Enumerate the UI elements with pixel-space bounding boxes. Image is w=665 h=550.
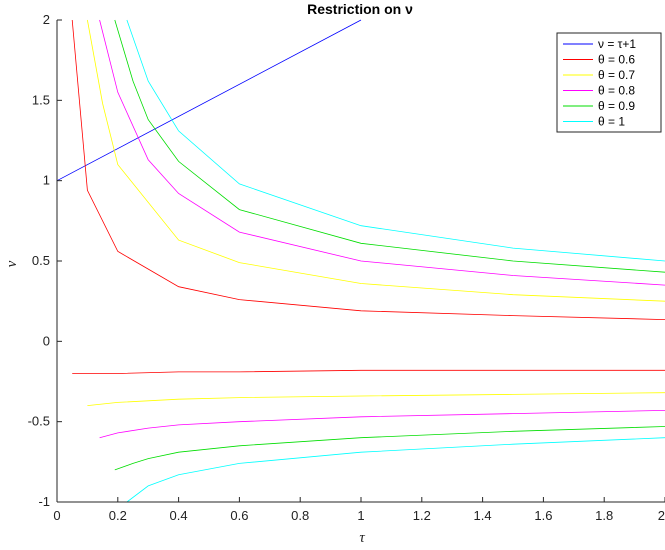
y-tick-label: -0.5 xyxy=(28,414,50,429)
series-3-lower-line xyxy=(99,410,665,439)
y-tick-label: 1.5 xyxy=(32,92,50,107)
y-tick-label: 0.5 xyxy=(32,253,50,268)
chart-title: Restriction on ν xyxy=(307,1,413,17)
x-tick-label: 1.6 xyxy=(534,508,552,523)
x-tick-label: 0.8 xyxy=(291,508,309,523)
x-tick-label: 1.4 xyxy=(474,508,492,523)
legend: ν = τ+1 θ = 0.6θ = 0.7 θ = 0.8θ = 0.9 θ = 1 xyxy=(556,32,662,133)
series-2-upper-line xyxy=(87,19,665,302)
y-tick-label: 2 xyxy=(43,12,50,27)
series-4-lower-line xyxy=(114,426,665,471)
series-layer xyxy=(56,19,665,503)
legend-entry-label: ν = τ+1 xyxy=(598,37,636,51)
series-5-lower-line xyxy=(126,437,665,503)
legend-entry-label: θ = 0.9 xyxy=(598,99,635,113)
x-tick-label: 1.8 xyxy=(595,508,613,523)
legend-entry-label: θ = 0.8 xyxy=(598,84,635,98)
y-tick-label: -1 xyxy=(38,494,50,509)
x-tick-label: 0.2 xyxy=(109,508,127,523)
x-tick-label: 2 xyxy=(658,508,665,523)
series-5-upper-line xyxy=(126,19,665,262)
y-tick-label: 1 xyxy=(43,173,50,188)
x-tick-label: 0 xyxy=(53,508,60,523)
x-tick-label: 0.6 xyxy=(230,508,248,523)
legend-entry-label: θ = 0.7 xyxy=(598,68,635,82)
x-tick-label: 0.4 xyxy=(170,508,188,523)
x-tick-label: 1.2 xyxy=(413,508,431,523)
x-axis-label: τ xyxy=(359,530,365,546)
x-tick-label: 1 xyxy=(357,508,364,523)
legend-entry-label: θ = 1 xyxy=(598,115,625,129)
series-1-upper-line xyxy=(71,19,665,320)
legend-box xyxy=(556,32,662,133)
legend-entry-label: θ = 0.6 xyxy=(598,53,635,67)
y-axis-label: ν xyxy=(4,260,20,267)
series-0-line xyxy=(56,19,362,182)
series-2-lower-line xyxy=(87,392,665,406)
series-3-upper-line xyxy=(99,19,665,286)
axes-layer: 0 0.2 0.4 0.6 0.8 1 1.2 1.4 1.6 1.8 2 -1 -0.5 0 0.5 1 1.… xyxy=(28,12,665,523)
series-1-lower-line xyxy=(72,369,665,374)
series-4-upper-line xyxy=(114,19,665,273)
y-tick-label: 0 xyxy=(43,333,50,348)
